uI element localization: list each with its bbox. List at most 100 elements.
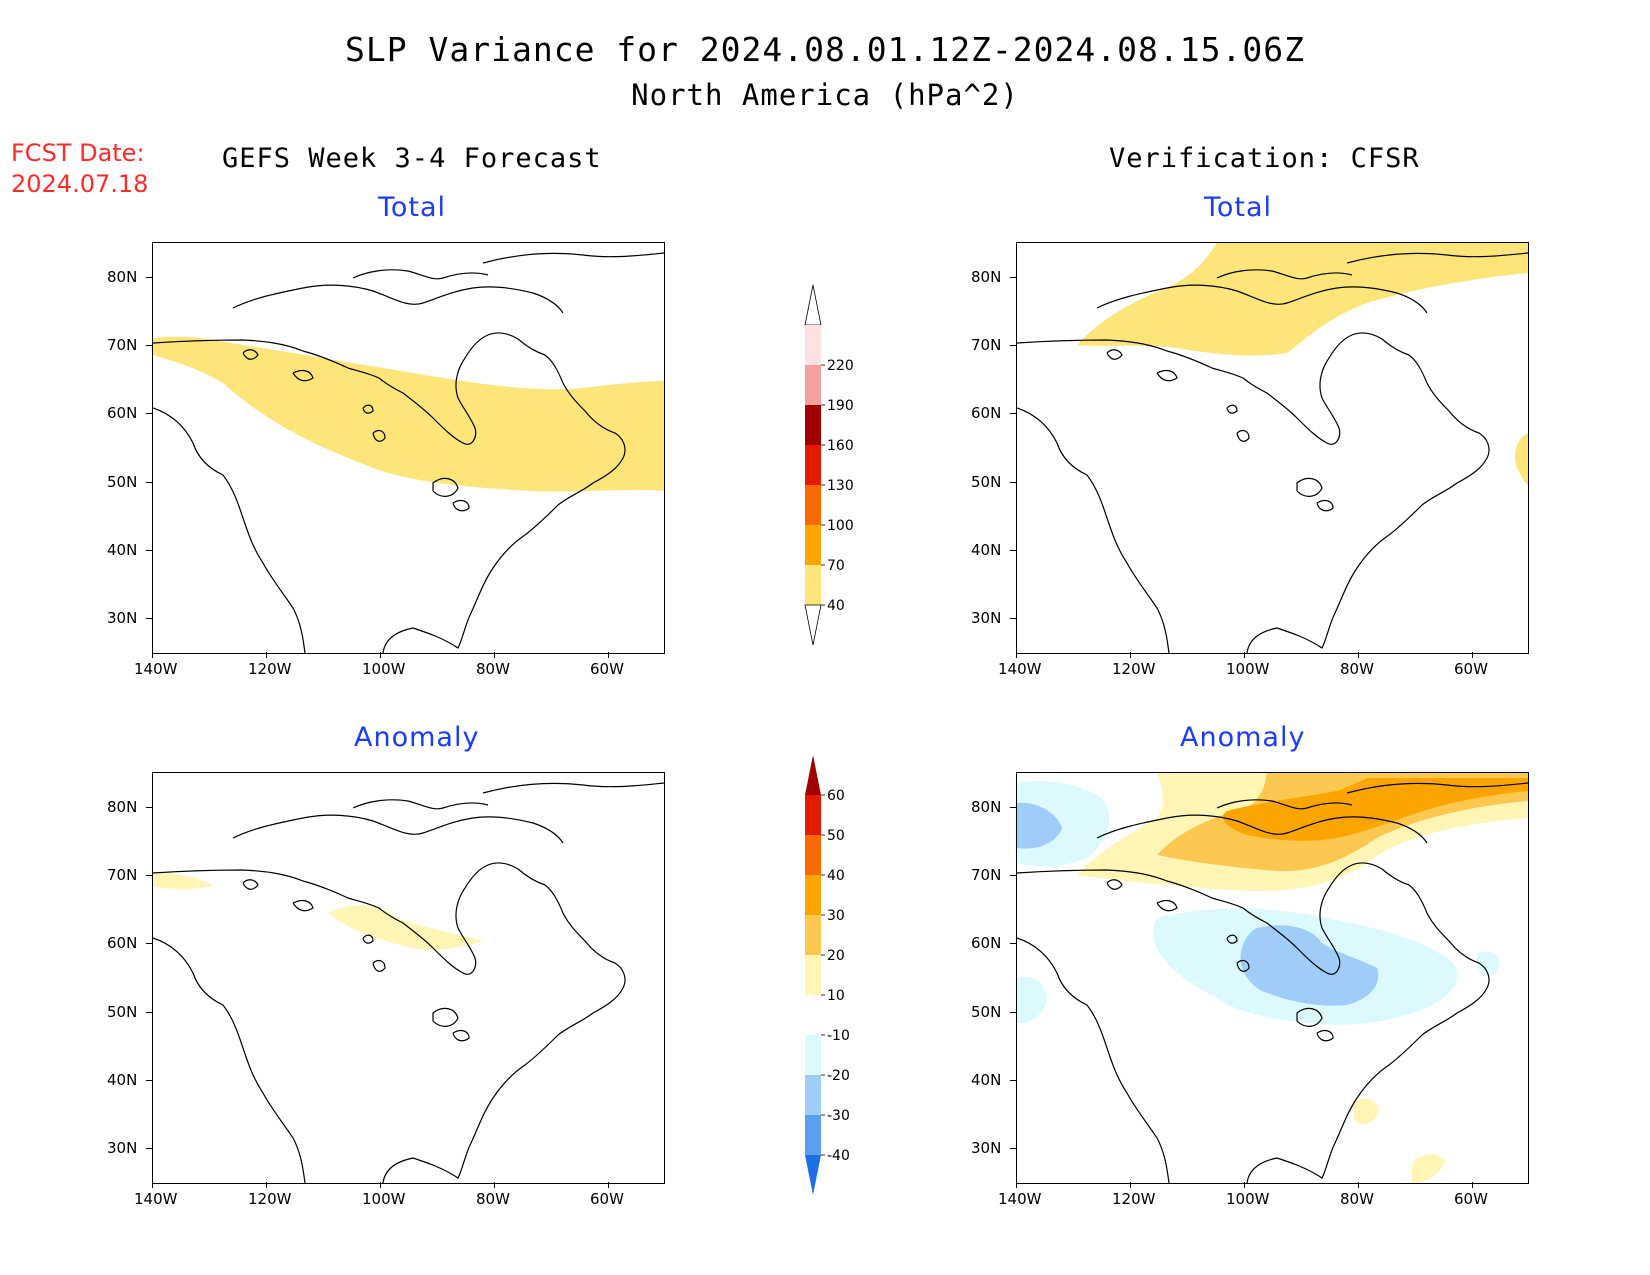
- lon-tick: [1130, 652, 1131, 658]
- lat-label: 30N: [971, 1139, 1002, 1157]
- lat-label: 60N: [107, 934, 138, 952]
- colorbar-level-label: 10: [827, 988, 845, 1004]
- lat-label: 50N: [107, 473, 138, 491]
- colorbar-level-label: 130: [827, 478, 854, 494]
- fcst-date-value: 2024.07.18: [11, 170, 149, 198]
- colorbar-level-label: 40: [827, 598, 845, 614]
- fcst-date: FCST Date: 2024.07.18: [11, 138, 148, 200]
- lon-label: 120W: [248, 660, 292, 678]
- lat-tick: [146, 277, 152, 278]
- colorbar-swatch: [805, 405, 821, 445]
- lat-label: 80N: [971, 268, 1002, 286]
- lon-label: 80W: [476, 660, 510, 678]
- colorbar-level-label: -20: [827, 1068, 850, 1084]
- lat-label: 60N: [971, 404, 1002, 422]
- colorbar-level-label: 70: [827, 558, 845, 574]
- map-verification-anomaly-svg: [1017, 773, 1528, 1183]
- map-forecast-total: [152, 242, 665, 654]
- lat-label: 80N: [107, 268, 138, 286]
- colorbar-swatch: [805, 955, 821, 995]
- lon-tick: [1244, 652, 1245, 658]
- shade-verification-total-arctic: [1077, 243, 1528, 356]
- shade-verification-anomaly-blue-central: [1240, 925, 1379, 1006]
- map-forecast-anomaly: [152, 772, 665, 1184]
- lat-tick: [1010, 1080, 1016, 1081]
- colorbar-lower-triangle: [805, 1155, 821, 1195]
- colorbar-level-label: -30: [827, 1108, 850, 1124]
- lat-tick: [146, 1012, 152, 1013]
- lat-label: 30N: [971, 609, 1002, 627]
- lat-tick: [1010, 943, 1016, 944]
- lat-tick: [146, 1148, 152, 1149]
- lat-tick: [146, 345, 152, 346]
- fcst-date-label: FCST Date:: [11, 139, 145, 167]
- map-verification-total-svg: [1017, 243, 1528, 653]
- total-colorbar: 40 70 100 130 160 190 220: [804, 284, 854, 646]
- lat-tick: [146, 807, 152, 808]
- colorbar-lower-triangle: [804, 604, 822, 646]
- lat-label: 30N: [107, 609, 138, 627]
- right-column-title: Verification: CFSR: [1109, 143, 1420, 174]
- colorbar-swatch: [805, 445, 821, 485]
- panel-title-verification-total: Total: [1204, 192, 1273, 223]
- lon-tick: [1472, 1182, 1473, 1188]
- lat-tick: [1010, 550, 1016, 551]
- lon-tick: [1016, 1182, 1017, 1188]
- lat-label: 80N: [107, 798, 138, 816]
- lat-label: 40N: [971, 541, 1002, 559]
- lon-tick: [1472, 652, 1473, 658]
- lon-label: 60W: [590, 1190, 624, 1208]
- panel-title-verification-anomaly: Anomaly: [1180, 722, 1306, 753]
- lon-label: 80W: [1340, 1190, 1374, 1208]
- colorbar-upper-triangle: [804, 284, 822, 326]
- lon-label: 80W: [476, 1190, 510, 1208]
- lon-label: 80W: [1340, 660, 1374, 678]
- lat-tick: [146, 875, 152, 876]
- shade-verification-anomaly-cyan-east: [1477, 951, 1500, 976]
- shade-verification-anomaly-cyan-west-low: [1017, 976, 1047, 1024]
- subtitle: North America (hPa^2): [631, 78, 1019, 112]
- lon-label: 100W: [1226, 1190, 1270, 1208]
- lat-label: 30N: [107, 1139, 138, 1157]
- colorbar-level-label: 40: [827, 868, 845, 884]
- coastline-forecast-total: [153, 252, 664, 653]
- lon-label: 60W: [1454, 660, 1488, 678]
- left-column-title: GEFS Week 3-4 Forecast: [222, 143, 602, 174]
- lon-label: 140W: [134, 660, 178, 678]
- colorbar-swatch: [805, 525, 821, 565]
- anomaly-colorbar: -40 -30 -20 -10 10 20 30 40 50 60: [805, 755, 850, 1200]
- colorbar-upper-triangle: [805, 755, 821, 795]
- lat-tick: [146, 618, 152, 619]
- total-colorbar-svg: 40 70 100 130 160 190 220: [804, 284, 854, 646]
- colorbar-swatch: [805, 995, 821, 1035]
- colorbar-swatch: [805, 325, 821, 365]
- lat-tick: [146, 1080, 152, 1081]
- colorbar-swatch: [805, 1075, 821, 1115]
- colorbar-swatch: [805, 365, 821, 405]
- lat-label: 50N: [971, 473, 1002, 491]
- lon-tick: [1244, 1182, 1245, 1188]
- lon-tick: [266, 652, 267, 658]
- lon-label: 60W: [1454, 1190, 1488, 1208]
- lat-tick: [146, 943, 152, 944]
- lat-label: 70N: [107, 866, 138, 884]
- lat-label: 70N: [971, 336, 1002, 354]
- colorbar-swatch: [805, 915, 821, 955]
- colorbar-swatch: [805, 875, 821, 915]
- colorbar-level-label: -10: [827, 1028, 850, 1044]
- lat-tick: [146, 482, 152, 483]
- coastline-verification-anomaly: [1017, 782, 1528, 1183]
- colorbar-level-label: 190: [827, 398, 854, 414]
- anomaly-colorbar-svg: -40 -30 -20 -10 10 20 30 40 50 60: [805, 755, 850, 1195]
- lon-tick: [380, 652, 381, 658]
- map-forecast-total-svg: [153, 252, 664, 653]
- lat-tick: [1010, 1148, 1016, 1149]
- lon-tick: [608, 1182, 609, 1188]
- lon-tick: [1130, 1182, 1131, 1188]
- lon-tick: [608, 652, 609, 658]
- lon-tick: [152, 652, 153, 658]
- lon-label: 120W: [1112, 1190, 1156, 1208]
- lon-tick: [1358, 652, 1359, 658]
- shade-verification-anomaly-yellow-south: [1352, 1098, 1379, 1125]
- lat-label: 50N: [971, 1003, 1002, 1021]
